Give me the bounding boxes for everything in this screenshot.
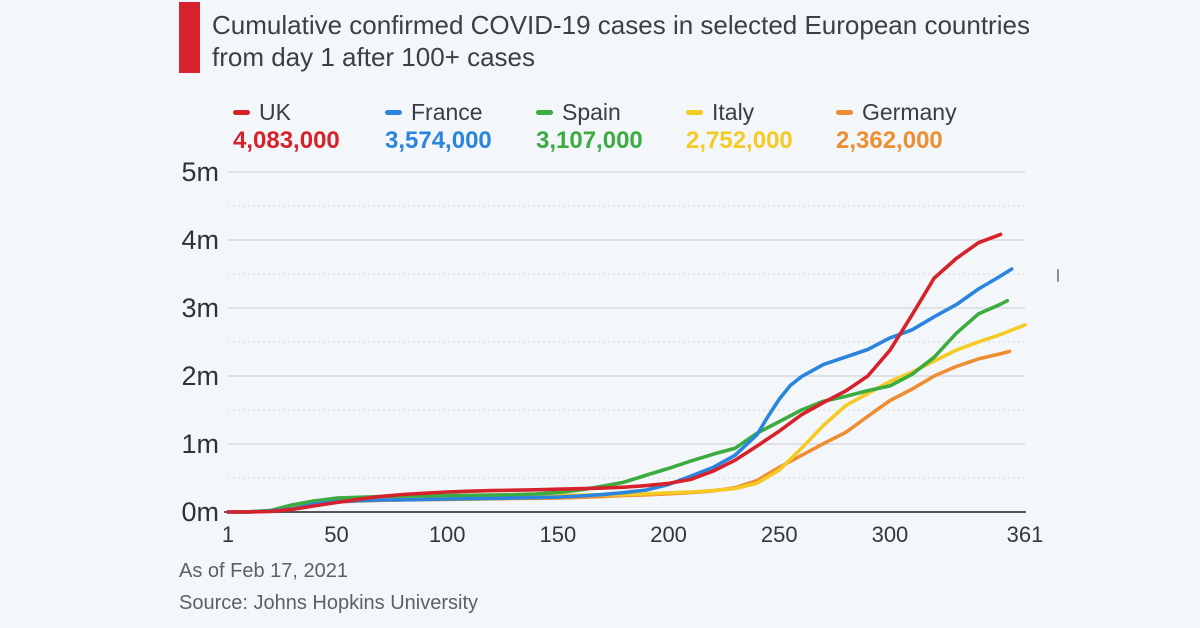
chart-legend: UK 4,083,000 France 3,574,000 Spain 3,10…	[233, 98, 957, 154]
legend-value-italy: 2,752,000	[686, 127, 793, 154]
series-line-uk	[226, 232, 1003, 514]
legend-value-uk: 4,083,000	[233, 127, 340, 154]
italy-swatch-icon	[686, 109, 703, 115]
spain-swatch-icon	[536, 109, 553, 115]
x-tick-label: 361	[1007, 522, 1044, 547]
legend-value-spain: 3,107,000	[536, 127, 643, 154]
x-tick-label: 200	[650, 522, 687, 547]
legend-label-france: France	[411, 99, 483, 125]
legend-item-germany: Germany 2,362,000	[836, 98, 957, 154]
uk-swatch-icon	[233, 109, 250, 115]
legend-label-uk: UK	[259, 99, 291, 125]
y-tick-label: 1m	[181, 429, 219, 459]
source-note: Source: Johns Hopkins University	[179, 592, 479, 614]
x-tick-label: 100	[429, 522, 466, 547]
title-accent-bar	[179, 2, 200, 73]
y-tick-label: 5m	[181, 157, 219, 187]
y-tick-label: 4m	[181, 225, 219, 255]
legend-item-spain: Spain 3,107,000	[536, 98, 686, 154]
legend-value-germany: 2,362,000	[836, 127, 943, 154]
series-line-spain	[226, 298, 1010, 514]
legend-label-spain: Spain	[562, 99, 621, 125]
series-line-france	[226, 267, 1014, 514]
as-of-note: As of Feb 17, 2021	[179, 560, 349, 582]
legend-item-france: France 3,574,000	[385, 98, 536, 154]
legend-label-germany: Germany	[862, 99, 957, 125]
france-swatch-icon	[385, 109, 402, 115]
x-tick-label: 150	[540, 522, 577, 547]
legend-value-france: 3,574,000	[385, 127, 492, 154]
legend-item-uk: UK 4,083,000	[233, 98, 385, 154]
legend-label-italy: Italy	[712, 99, 755, 125]
y-tick-label: 2m	[181, 361, 219, 391]
chart-title: Cumulative confirmed COVID-19 cases in s…	[212, 10, 1030, 72]
series-line-italy	[226, 323, 1027, 514]
x-tick-label: 1	[222, 522, 234, 547]
y-tick-label: 0m	[181, 497, 219, 527]
x-tick-label: 300	[872, 522, 909, 547]
legend-item-italy: Italy 2,752,000	[686, 98, 836, 154]
stray-cursor-mark	[1057, 269, 1059, 282]
x-tick-label: 50	[324, 522, 348, 547]
y-tick-label: 3m	[181, 293, 219, 323]
x-tick-label: 250	[761, 522, 798, 547]
germany-swatch-icon	[836, 109, 853, 115]
